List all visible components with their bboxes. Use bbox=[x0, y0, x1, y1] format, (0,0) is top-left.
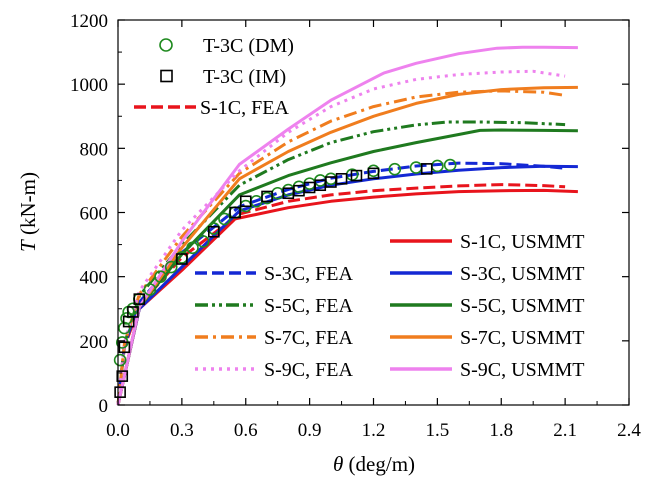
x-tick-label: 2.1 bbox=[553, 420, 577, 441]
data-point-dm bbox=[388, 162, 402, 176]
series-line-s-1c-usmmt bbox=[116, 188, 578, 406]
data-point-im bbox=[261, 190, 273, 203]
data-point-dm bbox=[120, 312, 133, 325]
data-point-dm bbox=[443, 158, 457, 172]
x-tick-label: 0.3 bbox=[170, 420, 194, 441]
legend-label: S-3C, USMMT bbox=[460, 263, 584, 285]
legend-label: T-3C (DM) bbox=[203, 35, 294, 57]
legend-label: S-9C, USMMT bbox=[460, 359, 584, 381]
data-point-im bbox=[176, 253, 188, 265]
x-tick-label: 1.8 bbox=[489, 420, 513, 441]
y-tick-label: 0 bbox=[99, 396, 109, 417]
y-axis-title: T (kN-m) bbox=[16, 172, 40, 252]
legend-label: S-1C, USMMT bbox=[460, 231, 584, 253]
data-point-im bbox=[133, 293, 146, 305]
data-point-dm bbox=[113, 353, 127, 367]
axis-ticks: 0.0 0.3 0.6 0.9 1.2 1.5 1.8 2.1 2.4 0 200 400 600 800… bbox=[70, 11, 641, 441]
plot-markers bbox=[113, 158, 457, 398]
plot-series bbox=[116, 45, 578, 406]
data-point-im bbox=[239, 195, 252, 208]
data-point-im bbox=[127, 306, 139, 318]
data-point-dm bbox=[143, 283, 157, 296]
legend-label: S-7C, USMMT bbox=[460, 327, 584, 349]
x-tick-label: 0.6 bbox=[234, 420, 258, 441]
series-line-s-9c-usmmt bbox=[116, 45, 578, 406]
data-point-im bbox=[420, 163, 433, 175]
legend-label: S-7C, FEA bbox=[264, 327, 353, 349]
legend-label: S-3C, FEA bbox=[264, 263, 353, 285]
y-tick-label: 600 bbox=[80, 204, 109, 225]
data-point-dm bbox=[409, 161, 423, 174]
data-point-dm bbox=[218, 212, 231, 226]
data-point-im bbox=[208, 225, 220, 238]
data-point-im bbox=[116, 370, 129, 382]
data-point-im bbox=[350, 169, 363, 182]
legend-label: S-5C, USMMT bbox=[460, 295, 584, 317]
x-axis-title: θ (deg/m) bbox=[333, 452, 415, 476]
y-tick-label: 1000 bbox=[70, 75, 108, 96]
data-point-dm bbox=[186, 241, 199, 255]
legend-marker-im bbox=[160, 69, 173, 83]
legend-label: S-9C, FEA bbox=[264, 359, 353, 381]
y-tick-label: 400 bbox=[80, 268, 109, 289]
legend-marker-dm bbox=[159, 38, 173, 52]
series-line-s-9c-fea bbox=[116, 69, 566, 406]
x-tick-label: 1.5 bbox=[426, 420, 450, 441]
x-tick-label: 0.9 bbox=[298, 420, 322, 441]
legend-label: S-5C, FEA bbox=[264, 295, 353, 317]
data-point-dm bbox=[196, 235, 210, 248]
data-point-im bbox=[118, 341, 131, 354]
data-point-im bbox=[114, 386, 126, 398]
data-point-im bbox=[229, 206, 241, 219]
data-point-dm bbox=[154, 270, 167, 283]
data-point-dm bbox=[164, 260, 178, 274]
legend-label: T-3C (IM) bbox=[203, 66, 286, 88]
series-line-s-3c-usmmt bbox=[116, 164, 578, 406]
data-point-im bbox=[335, 173, 348, 185]
legend: T-3C (DM) T-3C (IM) S-1C, FEA S-1C, USMMT S-… bbox=[134, 35, 584, 381]
series-line-s-3c-fea bbox=[116, 161, 566, 406]
x-tick-label: 0.0 bbox=[106, 420, 130, 441]
y-tick-label: 1200 bbox=[70, 11, 108, 32]
series-line-s-7c-usmmt bbox=[116, 85, 578, 406]
x-tick-label: 2.4 bbox=[617, 420, 641, 441]
data-point-im bbox=[367, 167, 380, 180]
x-tick-label: 1.2 bbox=[362, 420, 386, 441]
y-tick-label: 200 bbox=[80, 332, 109, 353]
legend-label: S-1C, FEA bbox=[200, 97, 289, 119]
y-tick-label: 800 bbox=[80, 139, 109, 160]
